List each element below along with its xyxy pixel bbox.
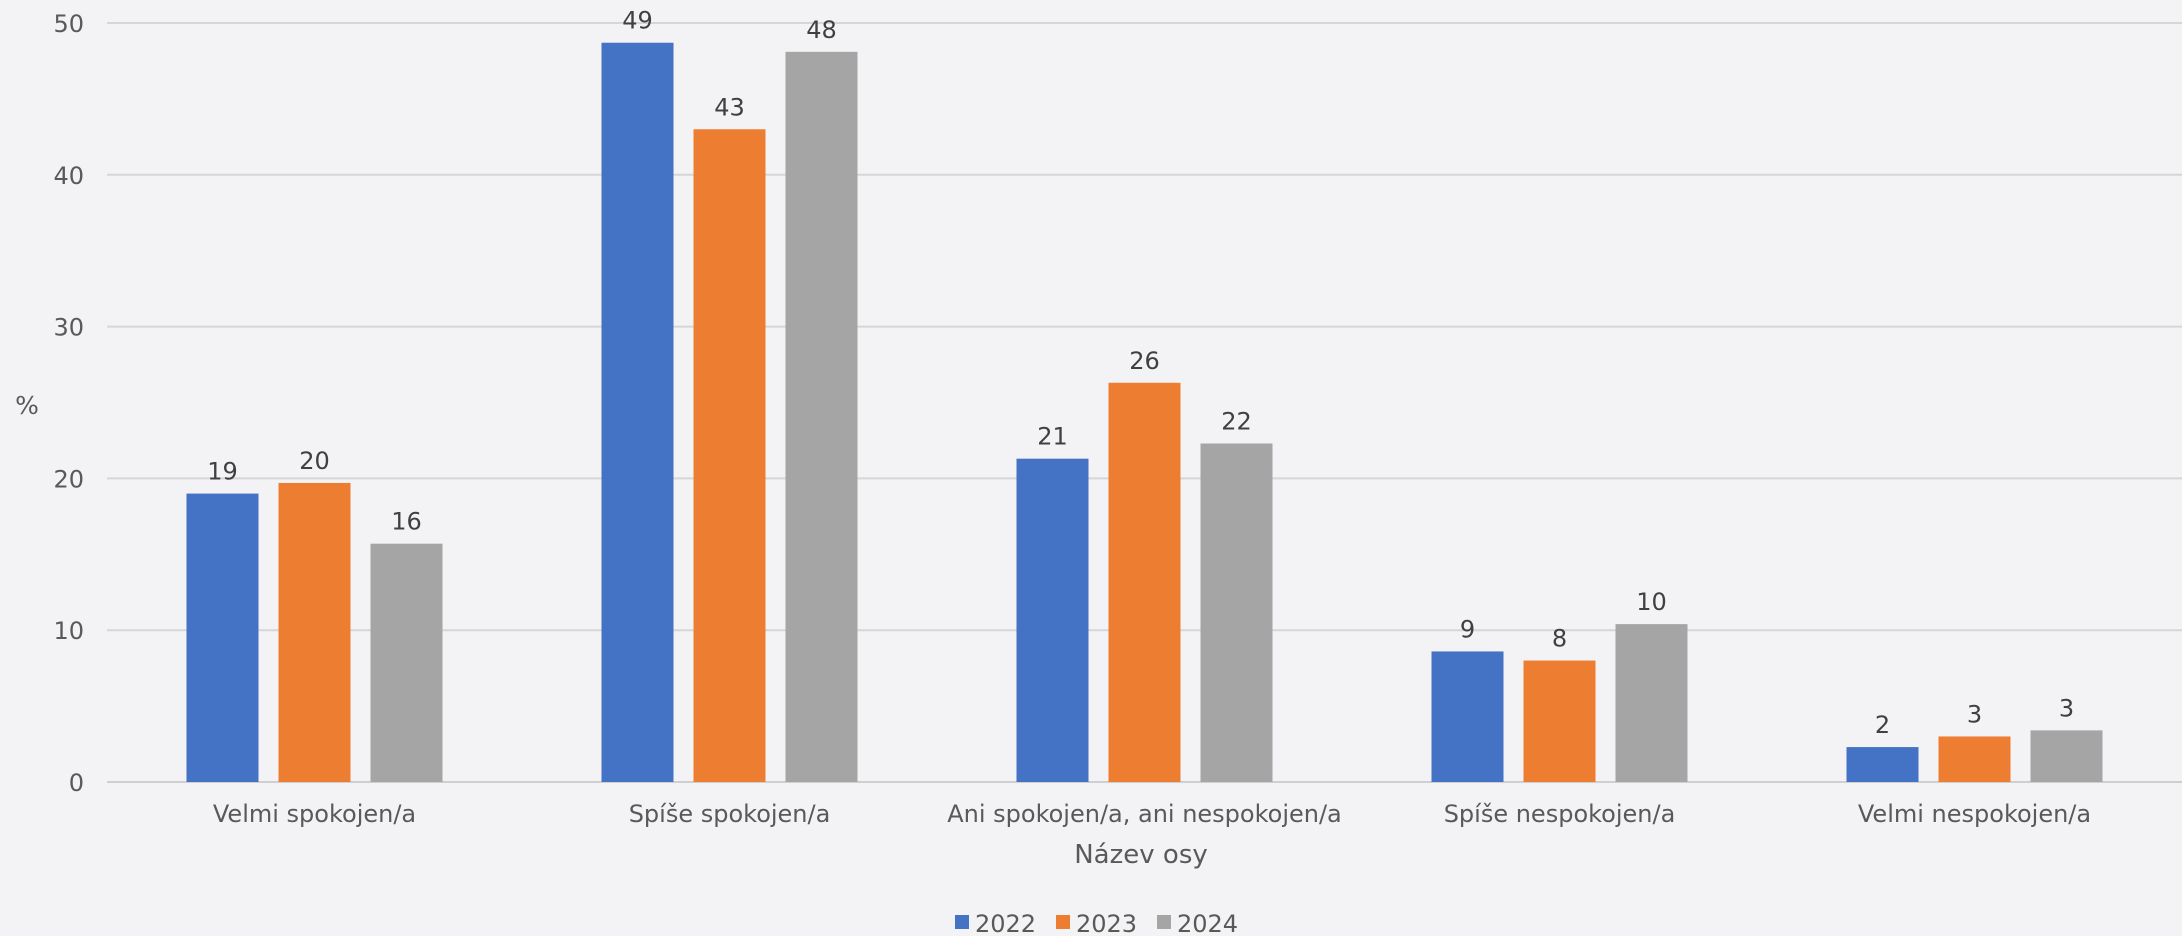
bar-2022 — [186, 493, 259, 782]
bars — [186, 42, 2103, 783]
x-tick-label: Spíše spokojen/a — [629, 800, 831, 828]
legend-swatch — [1056, 915, 1070, 929]
bar-2023 — [278, 482, 351, 782]
bar-2022 — [601, 42, 674, 782]
data-label: 3 — [1967, 700, 1982, 728]
bar-2023 — [1108, 382, 1181, 782]
legend-swatch — [955, 915, 969, 929]
y-tick-label: 50 — [53, 10, 84, 38]
bar-2024 — [785, 51, 858, 783]
y-tick-label: 0 — [69, 769, 84, 797]
bar-2022 — [1016, 458, 1089, 782]
data-label: 48 — [806, 16, 837, 44]
bar-2023 — [693, 129, 766, 782]
y-tick-label: 30 — [53, 314, 84, 342]
y-tick-label: 20 — [53, 465, 84, 493]
bar-2022 — [1846, 747, 1919, 782]
legend-label: 2022 — [975, 910, 1036, 936]
x-tick-label: Spíše nespokojen/a — [1444, 800, 1676, 828]
y-axis-label: % — [15, 391, 39, 420]
data-label: 8 — [1552, 625, 1567, 653]
x-axis-label: Název osy — [1074, 840, 1208, 870]
data-label: 21 — [1037, 423, 1068, 451]
data-label: 22 — [1221, 407, 1252, 435]
data-label: 20 — [299, 447, 330, 475]
data-label: 43 — [714, 93, 745, 121]
data-label: 10 — [1636, 588, 1667, 616]
legend: 2022 2023 2024 — [955, 910, 1238, 936]
y-tick-label: 40 — [53, 162, 84, 190]
bar-2024 — [1615, 624, 1688, 782]
bar-2022 — [1431, 651, 1504, 782]
data-label: 9 — [1460, 615, 1475, 643]
legend-swatch — [1157, 915, 1171, 929]
bar-2024 — [370, 543, 443, 782]
x-tick-label: Ani spokojen/a, ani nespokojen/a — [947, 800, 1342, 828]
x-tick-label: Velmi nespokojen/a — [1858, 800, 2091, 828]
data-label: 26 — [1129, 347, 1160, 375]
legend-label: 2023 — [1076, 910, 1137, 936]
data-label: 2 — [1875, 711, 1890, 739]
data-label: 16 — [391, 508, 422, 536]
bar-2023 — [1938, 736, 2011, 782]
legend-label: 2024 — [1177, 910, 1238, 936]
bar-2024 — [2030, 730, 2103, 782]
data-label: 19 — [207, 458, 238, 486]
y-tick-label: 10 — [53, 617, 84, 645]
data-label: 49 — [622, 7, 653, 35]
y-axis-ticks: 0 10 20 30 40 50 — [53, 10, 84, 797]
x-axis-ticks: Velmi spokojen/a Spíše spokojen/a Ani spok… — [213, 800, 2091, 828]
x-tick-label: Velmi spokojen/a — [213, 800, 416, 828]
data-label: 3 — [2059, 694, 2074, 722]
data-labels: 19 20 16 49 43 48 21 26 22 9 8 10 2 3 3 — [207, 7, 2074, 739]
bar-2023 — [1523, 660, 1596, 782]
bar-2024 — [1200, 443, 1273, 782]
